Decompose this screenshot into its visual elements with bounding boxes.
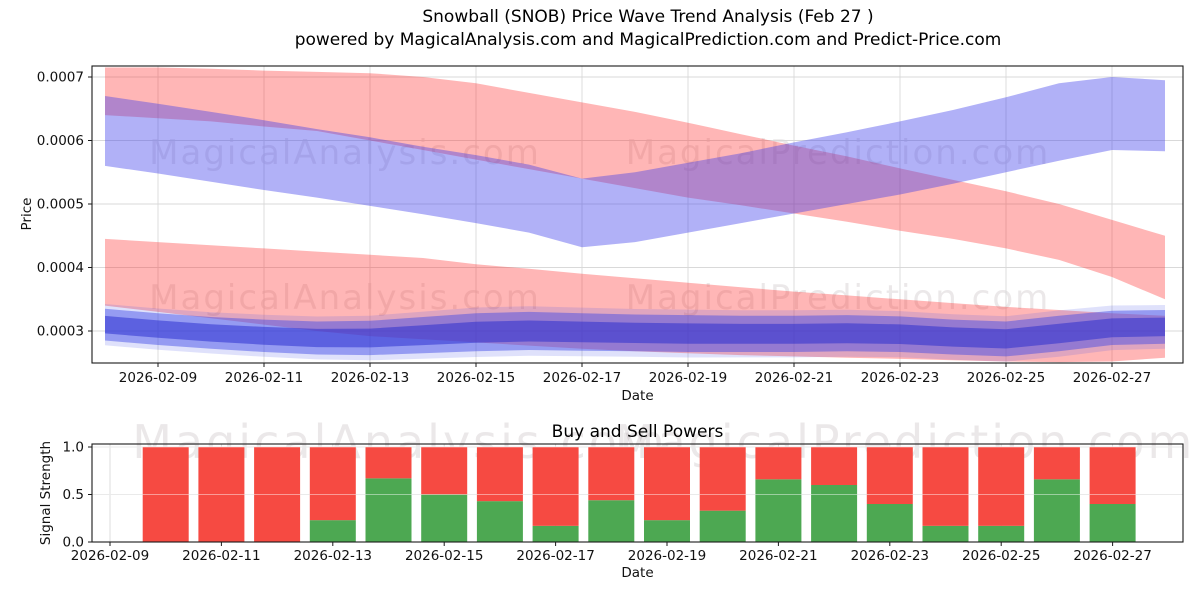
sell-power-bar	[198, 447, 245, 542]
date-axis-label-bottom: Date	[621, 565, 654, 581]
date-axis-label-top: Date	[621, 388, 654, 404]
buy-wave-upper-band	[105, 77, 1165, 248]
buy-power-bar	[755, 479, 802, 542]
buy-power-bar	[309, 520, 356, 542]
buy-power-bar	[1089, 504, 1136, 542]
date-tick-label: 2026-02-13	[294, 548, 372, 564]
sell-power-bar	[1033, 447, 1080, 480]
buy-power-bar	[365, 478, 412, 542]
price-axis-label: Price	[19, 197, 35, 231]
date-tick-label: 2026-02-09	[119, 370, 197, 386]
signal-tick-label: 0.5	[63, 487, 84, 503]
date-tick-label: 2026-02-11	[182, 548, 260, 564]
date-tick-label: 2026-02-21	[739, 548, 817, 564]
signal-chart-frame	[91, 443, 1184, 543]
date-tick-label: 2026-02-21	[755, 370, 833, 386]
date-tick-label: 2026-02-19	[649, 370, 727, 386]
date-tick-label: 2026-02-15	[405, 548, 483, 564]
date-tick-label: 2026-02-19	[628, 548, 706, 564]
watermark-text: MagicalAnalysis.com	[149, 278, 541, 318]
sell-wave-upper-band	[105, 67, 1165, 300]
buy-power-bar	[811, 485, 858, 542]
price-tick-label: 0.0006	[37, 133, 84, 149]
date-tick-label: 2026-02-17	[543, 370, 621, 386]
date-tick-label: 2026-02-09	[71, 548, 149, 564]
watermark-text: MagicalPrediction.com	[626, 133, 1051, 173]
chart-title: Snowball (SNOB) Price Wave Trend Analysi…	[422, 7, 874, 27]
sell-power-bar	[978, 447, 1025, 526]
sell-power-bar	[254, 447, 301, 542]
price-tick-label: 0.0005	[37, 197, 84, 213]
sell-power-bar	[755, 447, 802, 480]
sell-power-bar	[476, 447, 523, 502]
sell-power-bar	[644, 447, 690, 521]
sell-power-bar	[142, 447, 189, 542]
buy-power-bar	[421, 494, 468, 542]
sell-power-bar	[922, 447, 969, 526]
signal-strength-axis-label: Signal Strength	[38, 440, 54, 546]
price-tick-label: 0.0004	[37, 260, 84, 276]
sell-power-bar	[866, 447, 913, 504]
buy-power-bar	[978, 525, 1025, 542]
chart-subtitle: powered by MagicalAnalysis.com and Magic…	[294, 30, 1002, 50]
date-tick-label: 2026-02-13	[331, 370, 409, 386]
watermark-text: MagicalAnalysis.com	[149, 133, 541, 173]
buy-power-bar	[922, 525, 969, 542]
date-tick-label: 2026-02-25	[967, 370, 1045, 386]
sell-power-bar	[699, 447, 746, 511]
signal-tick-label: 1.0	[63, 440, 84, 456]
sell-power-bar	[588, 447, 635, 501]
buy-sell-powers-title: Buy and Sell Powers	[551, 422, 724, 442]
date-tick-label: 2026-02-27	[1073, 548, 1151, 564]
buy-power-bar	[866, 504, 913, 542]
watermark-text: MagicalPrediction.com	[626, 278, 1051, 318]
price-tick-label: 0.0007	[37, 70, 84, 86]
price-chart-frame	[91, 65, 1184, 364]
buy-power-bar	[532, 525, 579, 542]
sell-power-bar	[811, 447, 858, 485]
buy-power-bar	[476, 501, 523, 542]
date-tick-label: 2026-02-23	[861, 370, 939, 386]
date-tick-label: 2026-02-15	[437, 370, 515, 386]
date-tick-label: 2026-02-25	[962, 548, 1040, 564]
sell-power-bar	[309, 447, 356, 521]
buy-power-bar	[644, 520, 690, 542]
buy-power-bar	[699, 510, 746, 542]
price-band-core	[105, 315, 1165, 349]
sell-power-bar	[532, 447, 579, 526]
sell-power-bar	[1089, 447, 1136, 504]
date-tick-label: 2026-02-11	[225, 370, 303, 386]
date-tick-label: 2026-02-23	[851, 548, 929, 564]
date-tick-label: 2026-02-17	[516, 548, 594, 564]
price-tick-label: 0.0003	[37, 324, 84, 340]
sell-power-bar	[421, 447, 468, 495]
signal-tick-label: 0.0	[63, 535, 84, 551]
date-tick-label: 2026-02-27	[1073, 370, 1151, 386]
buy-power-bar	[1033, 479, 1080, 542]
sell-power-bar	[365, 447, 412, 479]
buy-power-bar	[588, 500, 635, 542]
